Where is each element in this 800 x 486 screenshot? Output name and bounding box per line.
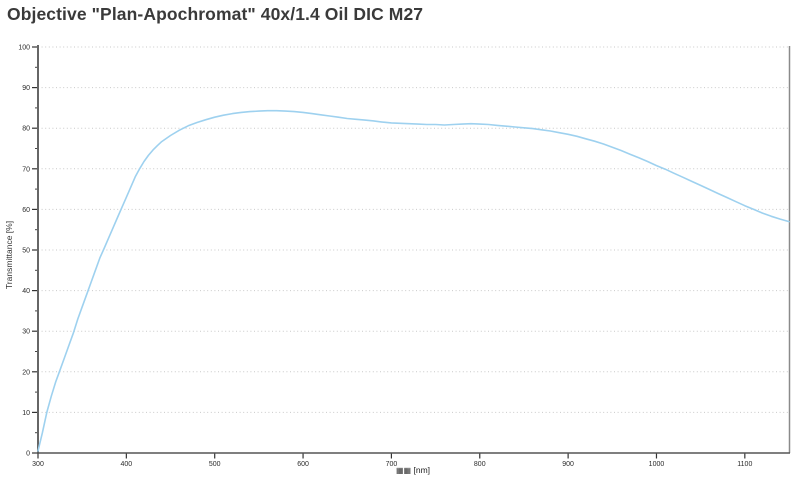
x-tick-label: 900 — [562, 461, 574, 468]
y-tick-label: 90 — [22, 85, 30, 92]
y-tick-label: 10 — [22, 410, 30, 417]
x-tick-label: 600 — [297, 461, 309, 468]
y-tick-label: 40 — [22, 288, 30, 295]
y-tick-label: 50 — [22, 248, 30, 255]
x-tick-label: 400 — [121, 461, 133, 468]
curve-transmittance — [37, 109, 790, 452]
chart-title: Objective "Plan-Apochromat" 40x/1.4 Oil … — [7, 4, 424, 24]
y-tick-label: 80 — [22, 126, 30, 133]
y-tick-label: 0 — [26, 451, 30, 458]
x-tick-label: 300 — [32, 461, 44, 468]
y-tick-label: 60 — [22, 207, 30, 214]
y-axis-label: Transmittance [%] — [4, 220, 14, 290]
x-tick-label: 700 — [386, 461, 398, 468]
x-axis-label: ▦▦ [nm] — [396, 465, 430, 475]
y-tick-label: 100 — [18, 45, 30, 52]
x-tick-label: 1100 — [737, 461, 752, 468]
missing-glyph-boxes: ▦▦ — [395, 466, 412, 475]
x-tick-label: 500 — [209, 461, 221, 468]
y-tick-label: 30 — [22, 329, 30, 336]
y-tick-label: 70 — [22, 166, 30, 173]
y-tick-label: 20 — [22, 369, 30, 376]
x-tick-label: 1000 — [649, 461, 665, 468]
x-axis-unit: [nm] — [413, 465, 431, 475]
x-tick-label: 800 — [474, 461, 486, 468]
